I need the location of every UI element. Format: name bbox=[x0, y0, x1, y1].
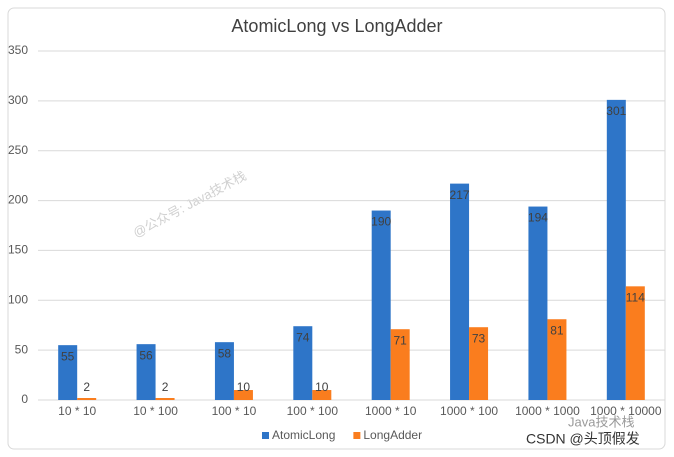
y-tick-label: 300 bbox=[8, 93, 28, 107]
bar bbox=[136, 344, 156, 400]
bar bbox=[390, 329, 410, 400]
bar bbox=[312, 390, 332, 400]
bar bbox=[371, 210, 391, 400]
y-tick-label: 50 bbox=[15, 342, 29, 356]
x-tick-label: 1000 * 1000 bbox=[515, 404, 580, 418]
x-tick-label: 1000 * 100 bbox=[440, 404, 498, 418]
data-label: 73 bbox=[472, 331, 486, 345]
legend-swatch bbox=[353, 432, 361, 439]
data-label: 71 bbox=[394, 333, 408, 347]
data-label: 301 bbox=[606, 104, 626, 118]
data-label: 114 bbox=[626, 290, 645, 304]
bar bbox=[233, 390, 253, 400]
data-label: 81 bbox=[550, 323, 564, 337]
data-label: 58 bbox=[218, 346, 232, 360]
y-tick-label: 150 bbox=[8, 243, 28, 257]
data-label: 56 bbox=[139, 348, 153, 362]
data-label: 74 bbox=[296, 330, 310, 344]
y-tick-label: 0 bbox=[21, 392, 28, 406]
x-tick-label: 10 * 10 bbox=[58, 404, 96, 418]
data-label: 194 bbox=[528, 211, 548, 225]
x-tick-label: 100 * 100 bbox=[287, 404, 339, 418]
x-tick-label: 1000 * 10 bbox=[365, 404, 417, 418]
legend-label: LongAdder bbox=[363, 428, 422, 442]
bar bbox=[293, 326, 313, 400]
data-label: 55 bbox=[61, 349, 75, 363]
x-tick-label: 1000 * 10000 bbox=[590, 404, 662, 418]
bar bbox=[606, 99, 626, 401]
legend-label: AtomicLong bbox=[272, 428, 335, 442]
y-tick-label: 100 bbox=[8, 292, 28, 306]
watermark: Java技术栈 bbox=[568, 414, 634, 429]
chart-frame bbox=[7, 7, 666, 450]
y-tick-label: 200 bbox=[8, 193, 28, 207]
y-tick-label: 250 bbox=[8, 143, 28, 157]
data-label: 217 bbox=[450, 188, 470, 202]
bar bbox=[214, 342, 234, 400]
bar bbox=[469, 327, 489, 400]
legend-swatch bbox=[262, 432, 269, 439]
y-tick-label: 350 bbox=[8, 43, 28, 57]
data-label: 10 bbox=[237, 380, 251, 394]
bar bbox=[528, 206, 548, 400]
bar bbox=[625, 286, 645, 400]
data-label: 190 bbox=[371, 215, 391, 229]
x-tick-label: 10 * 100 bbox=[133, 404, 178, 418]
bar bbox=[58, 345, 78, 400]
watermark: CSDN @头顶假发 bbox=[526, 431, 640, 447]
data-label: 10 bbox=[315, 380, 329, 394]
bar bbox=[155, 398, 175, 400]
bar bbox=[547, 319, 567, 400]
bar bbox=[77, 398, 97, 400]
data-label: 2 bbox=[162, 380, 169, 394]
data-label: 2 bbox=[83, 380, 90, 394]
x-tick-label: 100 * 10 bbox=[212, 404, 257, 418]
bar bbox=[450, 183, 470, 400]
chart-title: AtomicLong vs LongAdder bbox=[231, 16, 442, 36]
